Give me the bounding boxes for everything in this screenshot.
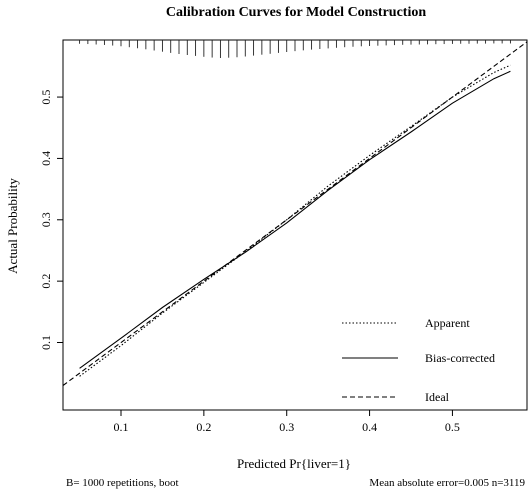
series-line-bias-corrected [79, 70, 511, 369]
series-lines [62, 41, 528, 386]
y-tick-label: 0.2 [39, 274, 53, 289]
legend-label: Apparent [425, 316, 470, 330]
chart-title: Calibration Curves for Model Constructio… [166, 5, 426, 20]
legend-label: Bias-corrected [425, 351, 495, 365]
y-tick-label: 0.3 [39, 212, 53, 227]
y-axis-label: Actual Probability [5, 178, 20, 274]
series-line-apparent [79, 64, 511, 377]
x-tick-label: 0.4 [362, 420, 377, 434]
y-tick-label: 0.1 [39, 335, 53, 350]
y-tick-label: 0.5 [39, 90, 53, 105]
x-tick-label: 0.1 [114, 420, 129, 434]
x-axis-label: Predicted Pr{liver=1} [237, 456, 351, 471]
rug-ticks [79, 40, 511, 58]
x-tick-label: 0.5 [445, 420, 460, 434]
x-axis: 0.1 0.2 0.3 0.4 0.5 [114, 410, 460, 434]
series-line-ideal [62, 41, 528, 386]
y-axis: 0.1 0.2 0.3 0.4 0.5 [39, 90, 63, 350]
x-tick-label: 0.3 [279, 420, 294, 434]
legend-label: Ideal [425, 390, 450, 404]
x-tick-label: 0.2 [196, 420, 211, 434]
legend: Apparent Bias-corrected Ideal [342, 316, 495, 404]
footer-right: Mean absolute error=0.005 n=3119 [369, 477, 525, 489]
footer-left: B= 1000 repetitions, boot [66, 477, 179, 489]
y-tick-label: 0.4 [39, 151, 53, 166]
